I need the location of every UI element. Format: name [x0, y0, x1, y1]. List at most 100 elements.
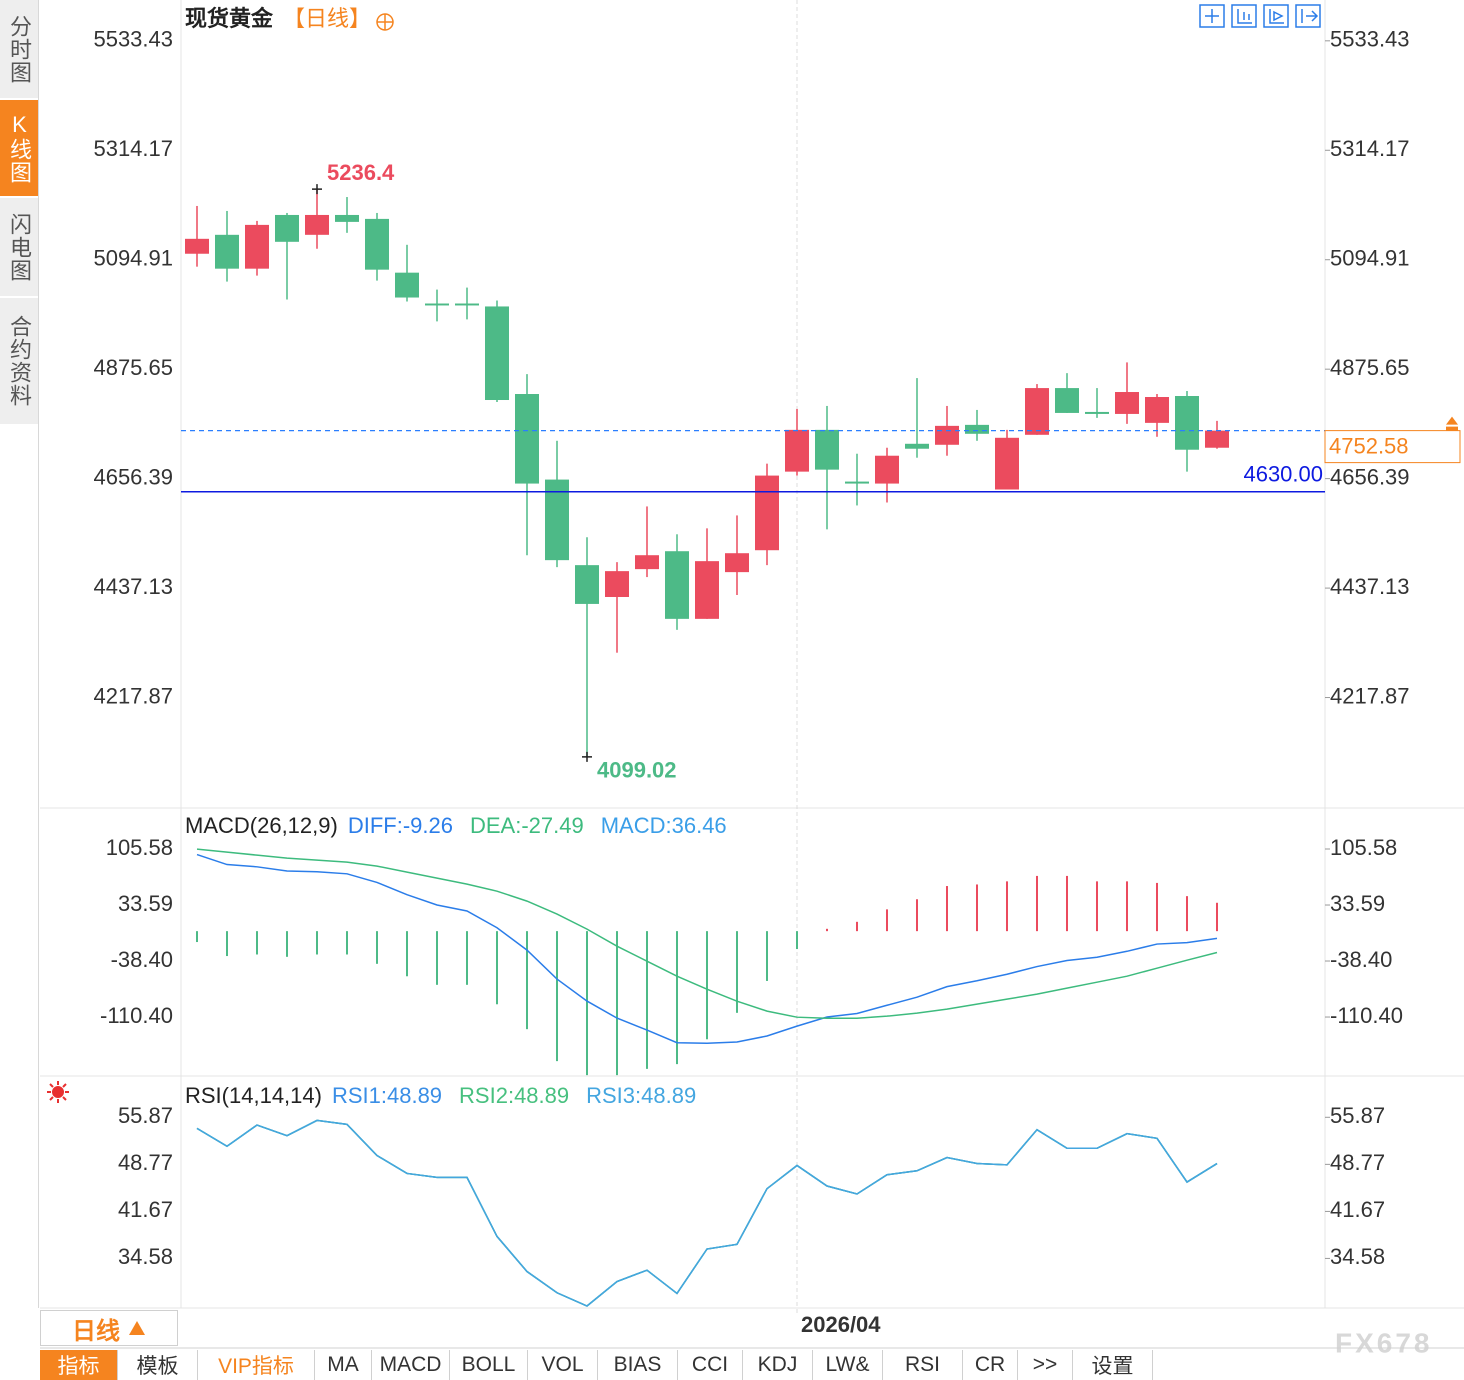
- last-price-arrow: [1446, 416, 1458, 431]
- period-selector[interactable]: 日线: [40, 1310, 178, 1346]
- candle-body: [245, 224, 269, 269]
- candle-body: [455, 303, 479, 306]
- candle-body: [875, 455, 899, 484]
- y-tick-label: 105.58: [106, 835, 173, 860]
- y-tick-label-right: 55.87: [1330, 1103, 1385, 1128]
- toolbar-item[interactable]: 设置: [1073, 1350, 1153, 1380]
- extreme-marker: [312, 184, 322, 195]
- indicator-line: [196, 848, 1218, 1019]
- indicator-icon[interactable]: [47, 1081, 69, 1103]
- toolbar-item[interactable]: VIP指标: [198, 1350, 315, 1380]
- candle-body: [1055, 388, 1079, 413]
- watermark: FX678: [1335, 1327, 1433, 1358]
- toolbar: 指标 模板 VIP指标 MA MACD BOLL VOL BIAS CCI KDJ LW& RSI CR…: [40, 1350, 1153, 1380]
- legend-entry: DIFF:-9.26: [348, 813, 453, 838]
- y-tick-label-right: 33.59: [1330, 891, 1385, 916]
- candle-body: [995, 437, 1019, 490]
- y-tick-label-right: 48.77: [1330, 1150, 1385, 1175]
- candle-body: [575, 565, 599, 604]
- y-tick-label-right: 105.58: [1330, 835, 1397, 860]
- toolbar-item[interactable]: 指标: [40, 1350, 118, 1380]
- candle-body: [605, 571, 629, 597]
- y-tick-label: 4437.13: [93, 574, 173, 599]
- sidebar-tab[interactable]: 合约资料: [0, 298, 38, 426]
- candle-body: [965, 424, 989, 434]
- y-tick-label-right: 4437.13: [1330, 574, 1410, 599]
- candle-body: [515, 394, 539, 484]
- y-tick-label-right: 4875.65: [1330, 355, 1410, 380]
- indicator-line: [196, 853, 1218, 1045]
- candle-body: [485, 306, 509, 401]
- toolbar-item[interactable]: CR: [963, 1350, 1018, 1380]
- toolbar-item[interactable]: VOL: [528, 1350, 598, 1380]
- legend-entry: RSI1:48.89: [332, 1083, 442, 1108]
- last-price-box: [1324, 430, 1461, 464]
- sidebar-tab[interactable]: 闪电图: [0, 198, 38, 298]
- legend-entry: DEA:-27.49: [470, 813, 584, 838]
- zoom-icon[interactable]: [376, 13, 394, 31]
- y-tick-label-right: 34.58: [1330, 1244, 1385, 1269]
- y-tick-label: -38.40: [111, 947, 173, 972]
- candle-body: [1025, 388, 1049, 435]
- candle-body: [545, 479, 569, 561]
- legend-entry: RSI3:48.89: [586, 1083, 696, 1108]
- candle-body: [755, 475, 779, 551]
- y-tick-label: 4656.39: [93, 464, 173, 489]
- toolbar-item[interactable]: RSI: [883, 1350, 963, 1380]
- candle-body: [935, 425, 959, 445]
- candle-body: [1085, 411, 1109, 414]
- toolbar-item[interactable]: MA: [315, 1350, 372, 1380]
- y-tick-label: 41.67: [118, 1197, 173, 1222]
- y-tick-label: 5094.91: [93, 246, 173, 271]
- y-tick-label: 5314.17: [93, 136, 173, 161]
- indicator-line: [196, 1119, 1218, 1307]
- extreme-marker: [582, 751, 592, 762]
- y-tick-label: 4875.65: [93, 355, 173, 380]
- toolbar-item[interactable]: KDJ: [743, 1350, 813, 1380]
- candle-body: [215, 234, 239, 269]
- candle-body: [905, 443, 929, 449]
- toolbar-item[interactable]: CCI: [678, 1350, 743, 1380]
- candle-body: [635, 555, 659, 570]
- y-tick-label-right: 5533.43: [1330, 27, 1410, 52]
- sidebar-tab[interactable]: K线图: [0, 100, 38, 198]
- toolbar-item[interactable]: BOLL: [450, 1350, 528, 1380]
- candle-body: [845, 481, 869, 484]
- toolbar-item[interactable]: BIAS: [598, 1350, 678, 1380]
- candle-body: [395, 272, 419, 298]
- instrument-title: 现货黄金: [185, 6, 274, 31]
- low-label: 4099.02: [597, 758, 677, 783]
- y-tick-label-right: -38.40: [1330, 947, 1392, 972]
- last-price-label: 4752.58: [1329, 433, 1409, 458]
- y-tick-label: 55.87: [118, 1103, 173, 1128]
- sidebar-tab[interactable]: 分时图: [0, 0, 38, 100]
- level-label: 4630.00: [1243, 462, 1323, 487]
- indicator-line: [196, 1119, 1218, 1307]
- y-tick-label: 33.59: [118, 891, 173, 916]
- toolbar-item[interactable]: MACD: [372, 1350, 450, 1380]
- candle-body: [725, 553, 749, 573]
- y-tick-label-right: 4217.87: [1330, 683, 1410, 708]
- candle-body: [365, 218, 389, 270]
- toolbar-icons[interactable]: [1199, 4, 1321, 28]
- y-tick-label-right: -110.40: [1330, 1003, 1403, 1028]
- candle-body: [1145, 397, 1169, 423]
- y-tick-label-right: 5094.91: [1330, 246, 1410, 271]
- y-tick-label-right: 4656.39: [1330, 464, 1410, 489]
- sidebar: 分时图 K线图 闪电图 合约资料: [0, 0, 39, 1308]
- toolbar-item[interactable]: 模板: [118, 1350, 198, 1380]
- candle-body: [305, 214, 329, 235]
- period-arrow: [129, 1321, 145, 1335]
- indicator-title: MACD(26,12,9): [185, 813, 338, 838]
- y-tick-label: 5533.43: [93, 27, 173, 52]
- candle-body: [425, 303, 449, 306]
- toolbar-item[interactable]: >>: [1018, 1350, 1073, 1380]
- period-label: 日线: [72, 1317, 120, 1345]
- period-tag[interactable]: 【日线】: [283, 6, 371, 31]
- candle-body: [815, 429, 839, 470]
- y-tick-label: 48.77: [118, 1150, 173, 1175]
- toolbar-item[interactable]: LW&: [813, 1350, 883, 1380]
- indicator-line: [196, 1119, 1218, 1307]
- high-label: 5236.4: [327, 160, 395, 185]
